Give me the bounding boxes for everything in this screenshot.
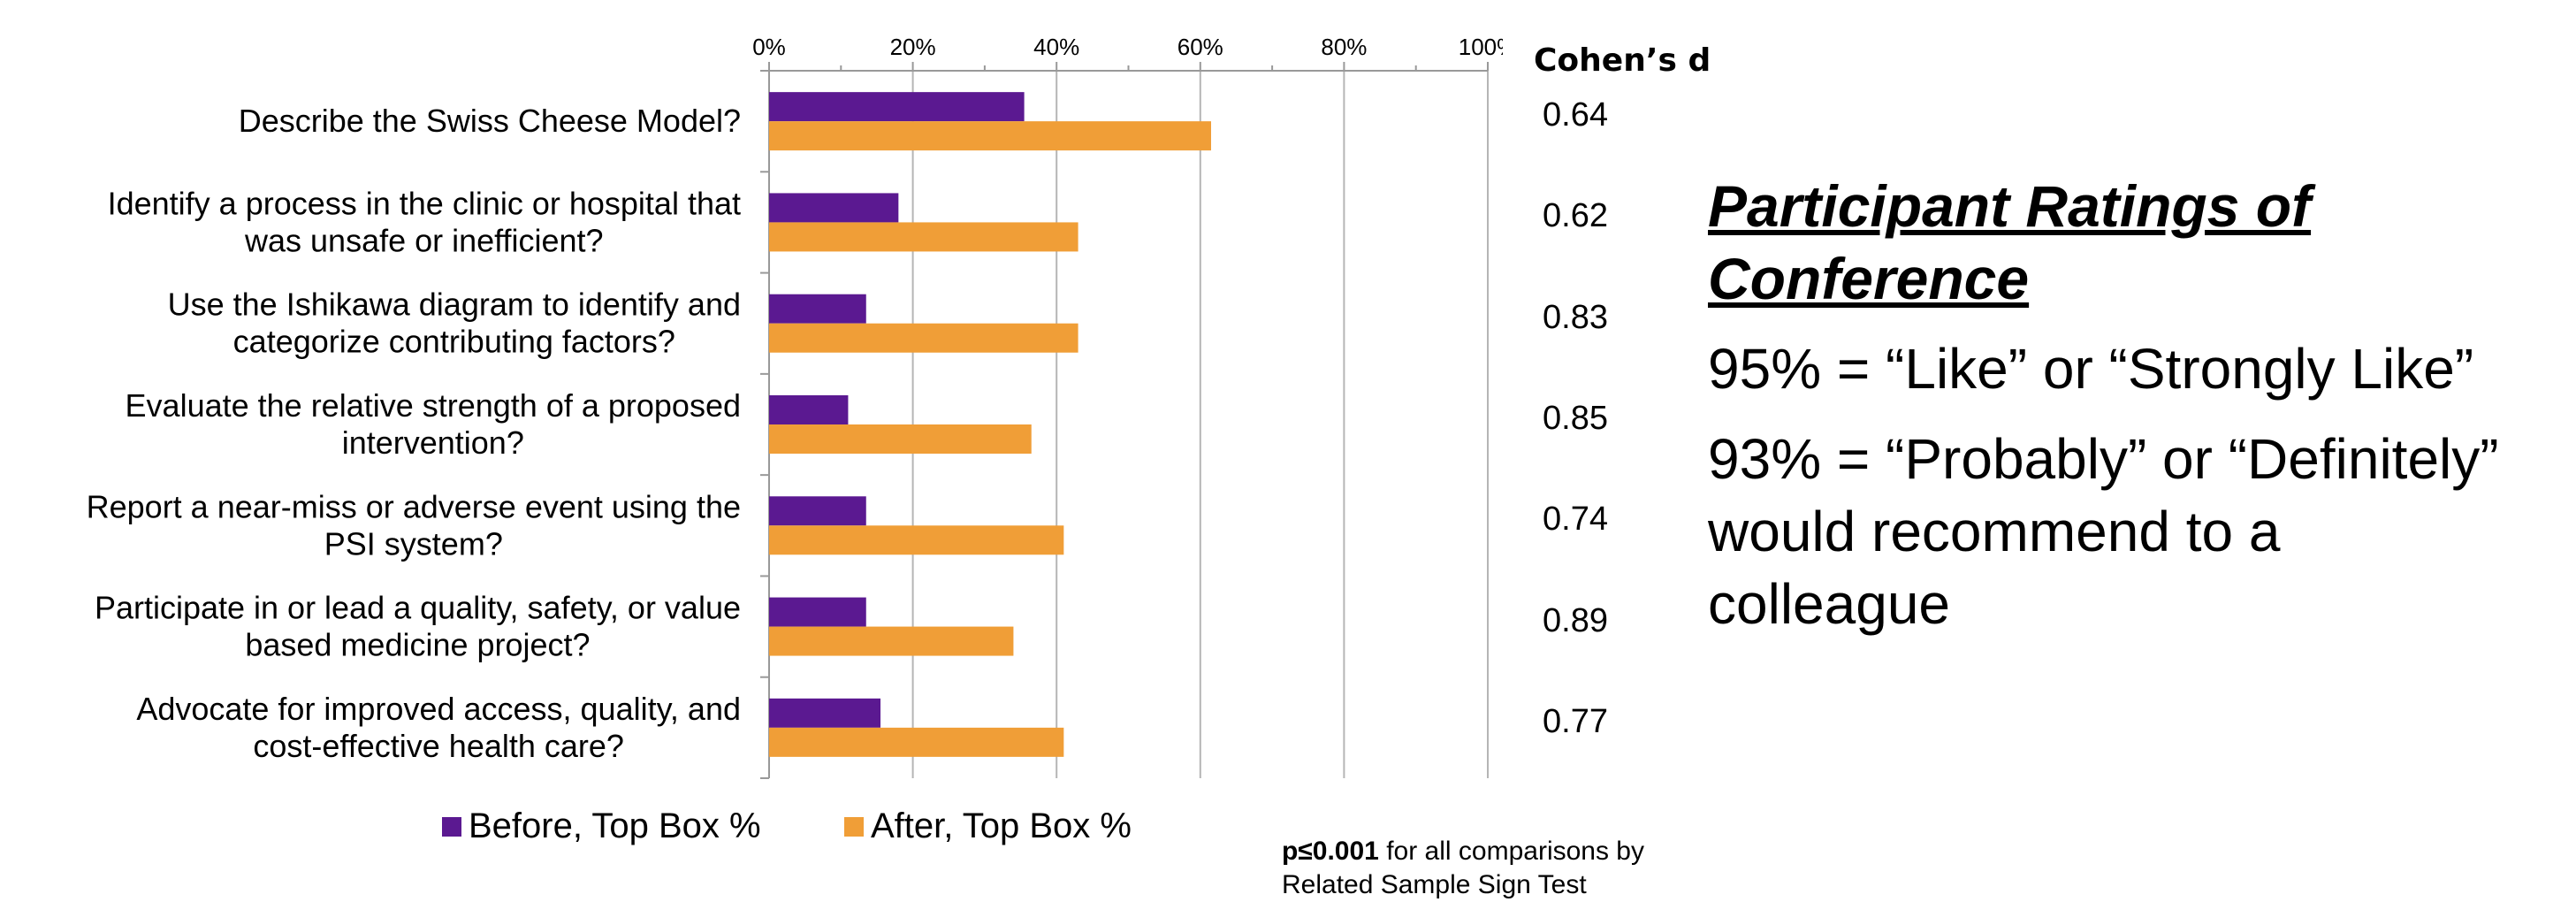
bar-before-3	[769, 395, 849, 424]
bar-after-4	[769, 525, 1064, 555]
ratings-stat-recommend-line1: 93% = “Probably” or “Definitely”	[1708, 427, 2499, 491]
x-tick-label-20: 20%	[890, 34, 936, 60]
legend-label-before: Before, Top Box %	[469, 806, 761, 845]
bar-after-1	[769, 222, 1078, 252]
category-label-3-line-1: intervention?	[342, 424, 524, 461]
cohens-d-value-2: 0.83	[1543, 298, 1608, 336]
bar-after-3	[769, 424, 1032, 454]
category-label-5-line-0: Participate in or lead a quality, safety…	[95, 590, 741, 626]
category-label-6-line-1: cost-effective health care?	[253, 728, 624, 764]
x-tick-label-100: 100%	[1459, 34, 1503, 60]
category-label-0-line-0: Describe the Swiss Cheese Model?	[239, 103, 741, 139]
bar-before-1	[769, 193, 899, 223]
bar-before-4	[769, 496, 866, 526]
category-label-2-line-0: Use the Ishikawa diagram to identify and	[168, 287, 741, 323]
legend-swatch-after	[844, 816, 864, 837]
cohens-d-value-5: 0.89	[1543, 601, 1608, 639]
ratings-stat-recommend: 93% = “Probably” or “Definitely” would r…	[1708, 423, 2565, 640]
x-tick-label-40: 40%	[1033, 34, 1079, 60]
x-tick-label-80: 80%	[1321, 34, 1367, 60]
ratings-stat-recommend-line3: colleague	[1708, 572, 1950, 636]
category-label-6-line-0: Advocate for improved access, quality, a…	[136, 691, 741, 727]
legend-label-after: After, Top Box %	[871, 806, 1132, 845]
ratings-title: Participant Ratings of Conference	[1708, 170, 2565, 315]
bar-after-6	[769, 727, 1064, 757]
ratings-stat-recommend-line2: would recommend to a	[1708, 500, 2281, 563]
bar-before-6	[769, 698, 881, 728]
bar-before-2	[769, 294, 866, 324]
footnote: p≤0.001 for all comparisons by Related S…	[1282, 835, 1644, 902]
footnote-line2: Related Sample Sign Test	[1282, 870, 1587, 899]
x-tick-label-0: 0%	[752, 34, 786, 60]
footnote-line1: for all comparisons by	[1378, 837, 1644, 866]
category-label-3-line-0: Evaluate the relative strength of a prop…	[126, 387, 741, 424]
ratings-title-line2: Conference	[1708, 246, 2030, 311]
category-label-5-line-1: based medicine project?	[245, 627, 590, 663]
category-label-2-line-1: categorize contributing factors?	[233, 324, 675, 360]
category-label-4-line-1: PSI system?	[324, 525, 503, 562]
bar-chart: 0% 20% 40% 60% 80% 100% Describe the Swiss Che…	[87, 34, 1503, 779]
category-label-1-line-1: was unsafe or inefficient?	[244, 222, 604, 258]
ratings-title-line1: Participant Ratings of	[1708, 173, 2312, 239]
bar-before-0	[769, 92, 1025, 122]
category-label-4-line-0: Report a near-miss or adverse event usin…	[87, 488, 741, 524]
ratings-stat-like: 95% = “Like” or “Strongly Like”	[1708, 337, 2474, 401]
bar-after-2	[769, 323, 1078, 353]
ratings-panel: Participant Ratings of Conference 95% = …	[1708, 170, 2565, 640]
cohens-d-value-6: 0.77	[1543, 702, 1608, 740]
legend-swatch-before	[442, 816, 461, 837]
legend-item-after: After, Top Box %	[844, 806, 1132, 846]
x-tick-label-60: 60%	[1177, 34, 1223, 60]
cohens-d-value-1: 0.62	[1543, 197, 1608, 235]
cohens-d-value-3: 0.85	[1543, 400, 1608, 437]
cohens-d-header: Cohen’s d	[1534, 42, 1711, 79]
cohens-d-value-4: 0.74	[1543, 501, 1608, 539]
bar-after-5	[769, 626, 1014, 656]
cohens-d-value-0: 0.64	[1543, 96, 1608, 134]
bar-after-0	[769, 121, 1211, 151]
bar-before-5	[769, 597, 866, 627]
footnote-significance: p≤0.001	[1282, 837, 1379, 866]
legend-item-before: Before, Top Box %	[442, 806, 761, 846]
category-label-1-line-0: Identify a process in the clinic or hosp…	[108, 185, 741, 221]
